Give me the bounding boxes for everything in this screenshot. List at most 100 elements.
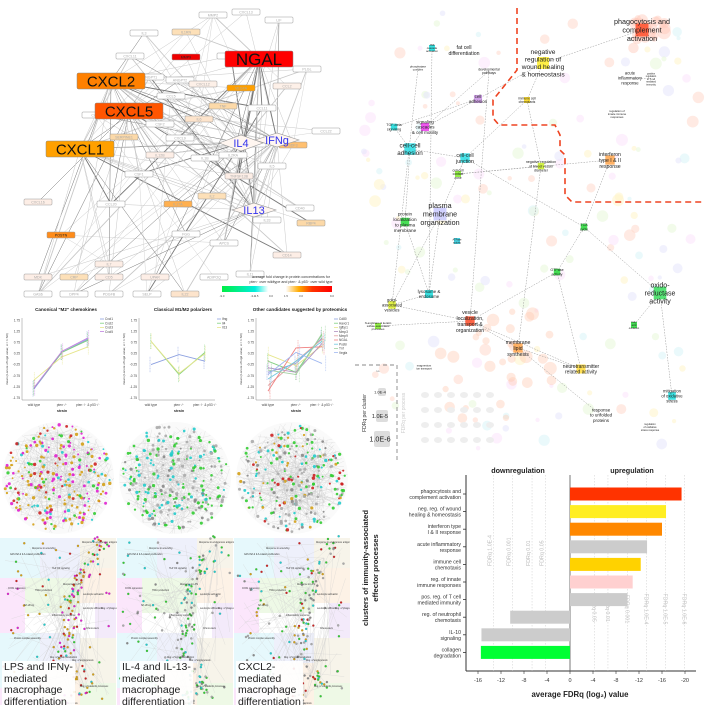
svg-text:1.25: 1.25 — [131, 329, 137, 333]
protein-node[interactable]: CSF1 — [125, 171, 153, 177]
protein-node-ngal[interactable]: NGAL — [225, 50, 293, 69]
process-cluster-label[interactable]: lysosome &endosome — [418, 289, 441, 299]
protein-node[interactable]: TNFSF13B — [225, 173, 253, 179]
protein-node[interactable]: CXCL9 — [166, 135, 194, 141]
svg-text:responses: responses — [611, 115, 625, 119]
protein-node[interactable]: IL2 — [198, 193, 226, 199]
protein-node[interactable]: MMP2 — [199, 12, 227, 18]
svg-text:average fold change in protein: average fold change in protein concentra… — [252, 275, 331, 279]
svg-text:Reg. of signal transduction: Reg. of signal transduction — [284, 656, 312, 659]
protein-node[interactable]: CD14 — [273, 252, 301, 258]
protein-node[interactable]: CCL22 — [312, 128, 340, 134]
protein-node[interactable]: CD5 — [95, 274, 123, 280]
protein-node[interactable]: CCL5 — [157, 93, 185, 99]
protein-node[interactable]: IL6 — [185, 116, 213, 122]
protein-node[interactable]: TNF — [209, 103, 237, 109]
protein-node[interactable]: VEGFA — [227, 85, 255, 91]
protein-node[interactable]: SELP — [133, 291, 161, 297]
protein-node[interactable]: IL7 — [95, 261, 123, 267]
protein-node[interactable]: LIF — [265, 17, 293, 23]
protein-node[interactable]: CRP — [60, 274, 88, 280]
protein-node[interactable]: IL33 — [253, 217, 281, 223]
protein-node-cxcl5[interactable]: CXCL5 — [95, 103, 163, 120]
protein-node[interactable]: IL5 — [258, 163, 286, 169]
protein-node[interactable]: UPAR — [141, 274, 169, 280]
protein-node[interactable]: RBP4 — [297, 220, 325, 226]
protein-node[interactable]: GAS6 — [24, 291, 52, 297]
protein-node[interactable]: MMP9 — [172, 54, 200, 60]
protein-node[interactable]: DPP4 — [60, 291, 88, 297]
svg-text:oxidation: oxidation — [629, 326, 640, 330]
protein-node[interactable]: IL2RA — [219, 152, 247, 158]
protein-node[interactable]: PDGFB — [95, 291, 123, 297]
protein-node[interactable]: CCL2 — [273, 83, 301, 89]
protein-node[interactable]: PLGL — [293, 66, 321, 72]
protein-node[interactable]: FGG — [172, 231, 200, 237]
protein-node[interactable]: CCL11 — [248, 105, 276, 111]
protein-node[interactable]: CCL20 — [97, 201, 125, 207]
process-cluster-label[interactable]: N-anglicans & keratinsulfate-associatedp… — [365, 321, 392, 331]
protein-node[interactable]: IL1B — [191, 155, 219, 161]
protein-node[interactable]: MDK — [24, 274, 52, 280]
protein-node[interactable]: POSTN — [47, 232, 75, 238]
svg-text:-1.75: -1.75 — [247, 396, 254, 400]
protein-node[interactable]: IL22 — [171, 291, 199, 297]
protein-node[interactable]: CXCL12 — [189, 81, 217, 87]
protein-node[interactable]: IL17A — [164, 201, 192, 207]
protein-node[interactable]: IL3 — [130, 30, 158, 36]
protein-node[interactable]: IL1RN — [172, 29, 200, 35]
protein-node[interactable]: CD40 — [286, 205, 314, 211]
protein-node[interactable]: APCS — [210, 240, 238, 246]
protein-node-cxcl1[interactable]: CXCL1 — [46, 141, 114, 158]
protein-node[interactable]: ADIPOQ — [200, 274, 228, 280]
protein-node[interactable]: CSF2 — [146, 121, 174, 127]
svg-text:0.25: 0.25 — [131, 352, 137, 356]
protein-node[interactable]: IL12B — [146, 152, 174, 158]
protein-node[interactable]: SERPINE1 — [110, 134, 138, 140]
protein-node[interactable]: CXCL16 — [24, 199, 52, 205]
protein-node-cxcl2[interactable]: CXCL2 — [77, 73, 145, 90]
protein-node[interactable]: CXCL11 — [116, 53, 144, 59]
protein-node[interactable]: CXCL13 — [232, 9, 260, 15]
